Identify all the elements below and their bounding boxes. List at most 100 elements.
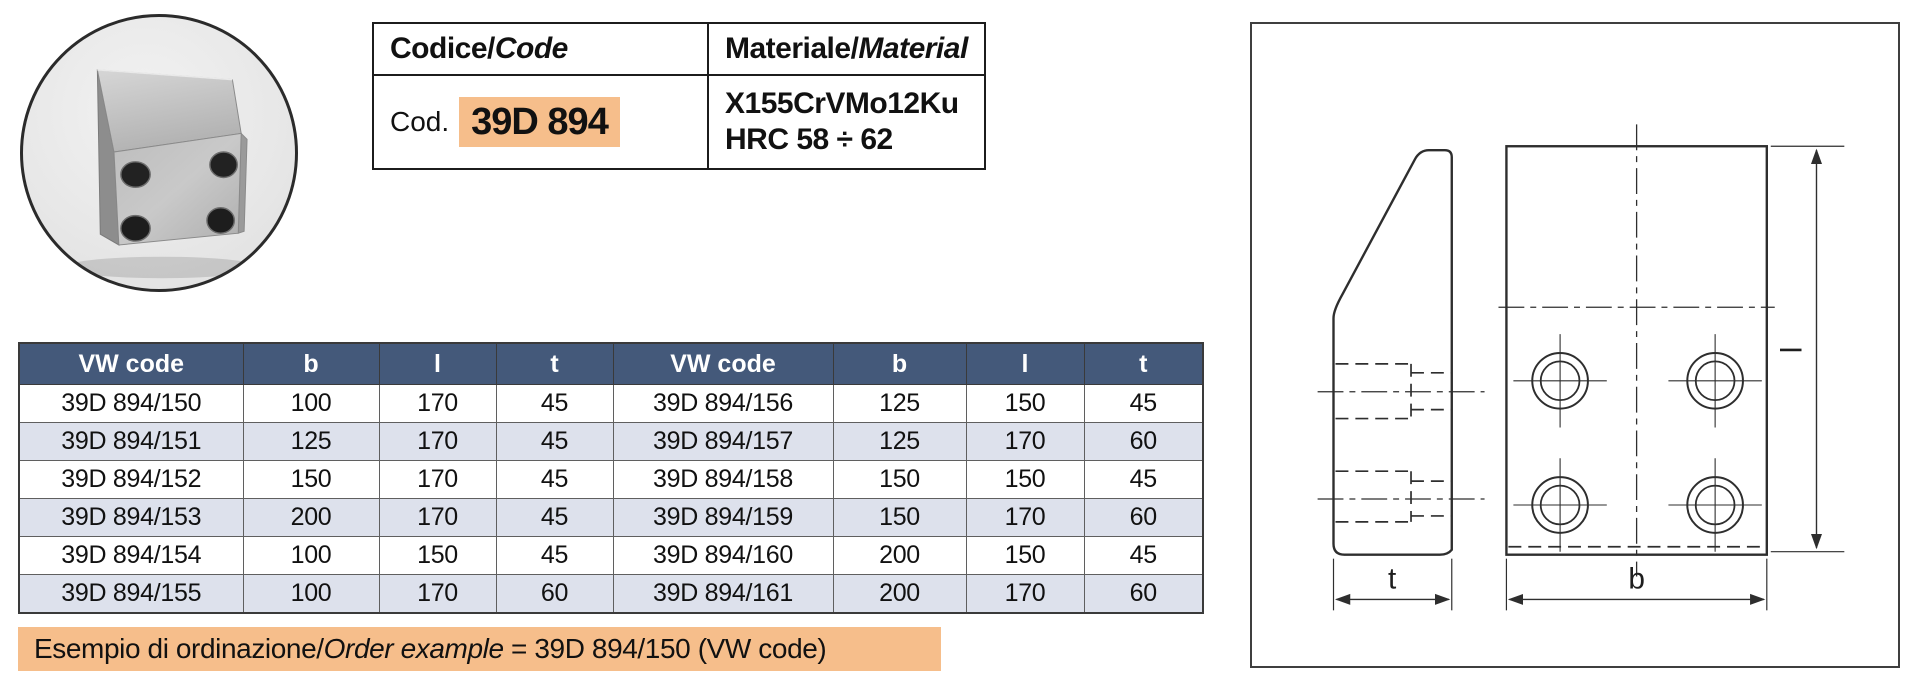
table-cell: 100 bbox=[242, 536, 380, 575]
table-cell: 60 bbox=[1083, 574, 1204, 614]
technical-drawing-svg: t b l bbox=[1317, 124, 1845, 611]
table-cell: 60 bbox=[495, 574, 614, 614]
table-cell: 45 bbox=[1083, 460, 1204, 499]
table-cell: 39D 894/158 bbox=[612, 460, 834, 499]
table-cell: 39D 894/153 bbox=[18, 498, 244, 537]
code-material-body-row: Cod. 39D 894 X155CrVMo12Ku HRC 58 ÷ 62 bbox=[374, 76, 984, 168]
table-cell: 45 bbox=[495, 384, 614, 423]
hole-bottom-left bbox=[1513, 458, 1607, 552]
code-header-cell: Codice/Code bbox=[374, 24, 709, 74]
code-material-header-row: Codice/Code Materiale/Material bbox=[374, 24, 984, 76]
dimension-t-label: t bbox=[1388, 562, 1397, 595]
table-cell: 45 bbox=[495, 422, 614, 461]
table-cell: 60 bbox=[1083, 422, 1204, 461]
table-cell: 200 bbox=[242, 498, 380, 537]
table-row: 39D 894/153 200 170 45 39D 894/159 150 1… bbox=[18, 498, 1204, 537]
code-header-it: Codice/ bbox=[390, 32, 495, 65]
table-cell: 170 bbox=[378, 422, 497, 461]
table-cell: 39D 894/161 bbox=[612, 574, 834, 614]
table-cell: 39D 894/150 bbox=[18, 384, 244, 423]
table-cell: 170 bbox=[378, 498, 497, 537]
table-cell: 100 bbox=[242, 384, 380, 423]
table-header-row: VW code b l t VW code b l t bbox=[18, 342, 1204, 385]
material-header-en: Material bbox=[858, 32, 968, 65]
table-cell: 150 bbox=[832, 498, 967, 537]
order-example-en: Order example bbox=[323, 633, 504, 664]
table-cell: 170 bbox=[378, 384, 497, 423]
table-cell: 200 bbox=[832, 574, 967, 614]
table-cell: 39D 894/160 bbox=[612, 536, 834, 575]
table-row: 39D 894/155 100 170 60 39D 894/161 200 1… bbox=[18, 574, 1204, 614]
table-cell: 150 bbox=[378, 536, 497, 575]
header-vw-code-1: VW code bbox=[18, 342, 244, 385]
table-cell: 45 bbox=[495, 460, 614, 499]
header-vw-code-2: VW code bbox=[612, 342, 834, 385]
table-cell: 170 bbox=[965, 422, 1085, 461]
technical-drawing: t b l bbox=[1250, 22, 1900, 668]
table-cell: 39D 894/152 bbox=[18, 460, 244, 499]
code-header-en: Code bbox=[494, 32, 569, 65]
table-cell: 170 bbox=[378, 574, 497, 614]
hole-top-left bbox=[1513, 334, 1607, 428]
hole-bottom-right bbox=[1668, 458, 1762, 552]
dimension-b-lines bbox=[1505, 558, 1768, 611]
side-view-center-lines bbox=[1317, 391, 1485, 500]
table-cell: 39D 894/151 bbox=[18, 422, 244, 461]
table-cell: 45 bbox=[495, 498, 614, 537]
hole-top-right bbox=[1668, 334, 1762, 428]
header-b-2: b bbox=[832, 342, 967, 385]
table-row: 39D 894/152 150 170 45 39D 894/158 150 1… bbox=[18, 460, 1204, 499]
material-header-it: Materiale/ bbox=[725, 32, 859, 65]
header-l-1: l bbox=[378, 342, 497, 385]
order-example-value: = 39D 894/150 (VW code) bbox=[503, 633, 827, 664]
header-b-1: b bbox=[242, 342, 380, 385]
table-cell: 150 bbox=[832, 460, 967, 499]
side-view-hidden-lines bbox=[1335, 363, 1452, 523]
code-value-cell: Cod. 39D 894 bbox=[374, 76, 709, 168]
order-example-it: Esempio di ordinazione/ bbox=[34, 633, 324, 664]
dimension-t-lines bbox=[1332, 558, 1453, 611]
material-grade: X155CrVMo12Ku bbox=[725, 87, 959, 120]
material-hardness: HRC 58 ÷ 62 bbox=[725, 123, 893, 156]
side-view-outline bbox=[1332, 149, 1453, 556]
table-cell: 45 bbox=[495, 536, 614, 575]
dimension-b-label: b bbox=[1628, 562, 1645, 595]
table-row: 39D 894/151 125 170 45 39D 894/157 125 1… bbox=[18, 422, 1204, 461]
cod-prefix: Cod. bbox=[390, 106, 450, 137]
dimension-l-label: l bbox=[1776, 347, 1809, 354]
header-t-1: t bbox=[495, 342, 614, 385]
table-row: 39D 894/154 100 150 45 39D 894/160 200 1… bbox=[18, 536, 1204, 575]
table-cell: 125 bbox=[832, 422, 967, 461]
table-cell: 125 bbox=[242, 422, 380, 461]
product-photo-illustration bbox=[64, 69, 260, 279]
table-cell: 150 bbox=[965, 460, 1085, 499]
table-cell: 39D 894/159 bbox=[612, 498, 834, 537]
table-cell: 100 bbox=[242, 574, 380, 614]
table-cell: 39D 894/155 bbox=[18, 574, 244, 614]
table-cell: 45 bbox=[1083, 536, 1204, 575]
table-cell: 170 bbox=[965, 574, 1085, 614]
table-cell: 170 bbox=[965, 498, 1085, 537]
table-cell: 150 bbox=[965, 536, 1085, 575]
table-cell: 150 bbox=[965, 384, 1085, 423]
product-photo bbox=[20, 14, 298, 292]
header-l-2: l bbox=[965, 342, 1085, 385]
material-value-cell: X155CrVMo12Ku HRC 58 ÷ 62 bbox=[709, 76, 984, 168]
table-cell: 200 bbox=[832, 536, 967, 575]
table-cell: 150 bbox=[242, 460, 380, 499]
table-cell: 39D 894/156 bbox=[612, 384, 834, 423]
product-code-highlight: 39D 894 bbox=[459, 97, 620, 147]
dimensions-table: VW code b l t VW code b l t 39D 894/150 … bbox=[18, 342, 1204, 614]
order-example-bar: Esempio di ordinazione/Order example = 3… bbox=[18, 627, 941, 671]
dimension-l-lines bbox=[1770, 145, 1845, 553]
table-cell: 39D 894/157 bbox=[612, 422, 834, 461]
table-row: 39D 894/150 100 170 45 39D 894/156 125 1… bbox=[18, 384, 1204, 423]
table-cell: 125 bbox=[832, 384, 967, 423]
header-t-2: t bbox=[1083, 342, 1204, 385]
table-cell: 39D 894/154 bbox=[18, 536, 244, 575]
table-cell: 170 bbox=[378, 460, 497, 499]
material-header-cell: Materiale/Material bbox=[709, 24, 984, 74]
table-cell: 45 bbox=[1083, 384, 1204, 423]
code-material-table: Codice/Code Materiale/Material Cod. 39D … bbox=[372, 22, 986, 170]
